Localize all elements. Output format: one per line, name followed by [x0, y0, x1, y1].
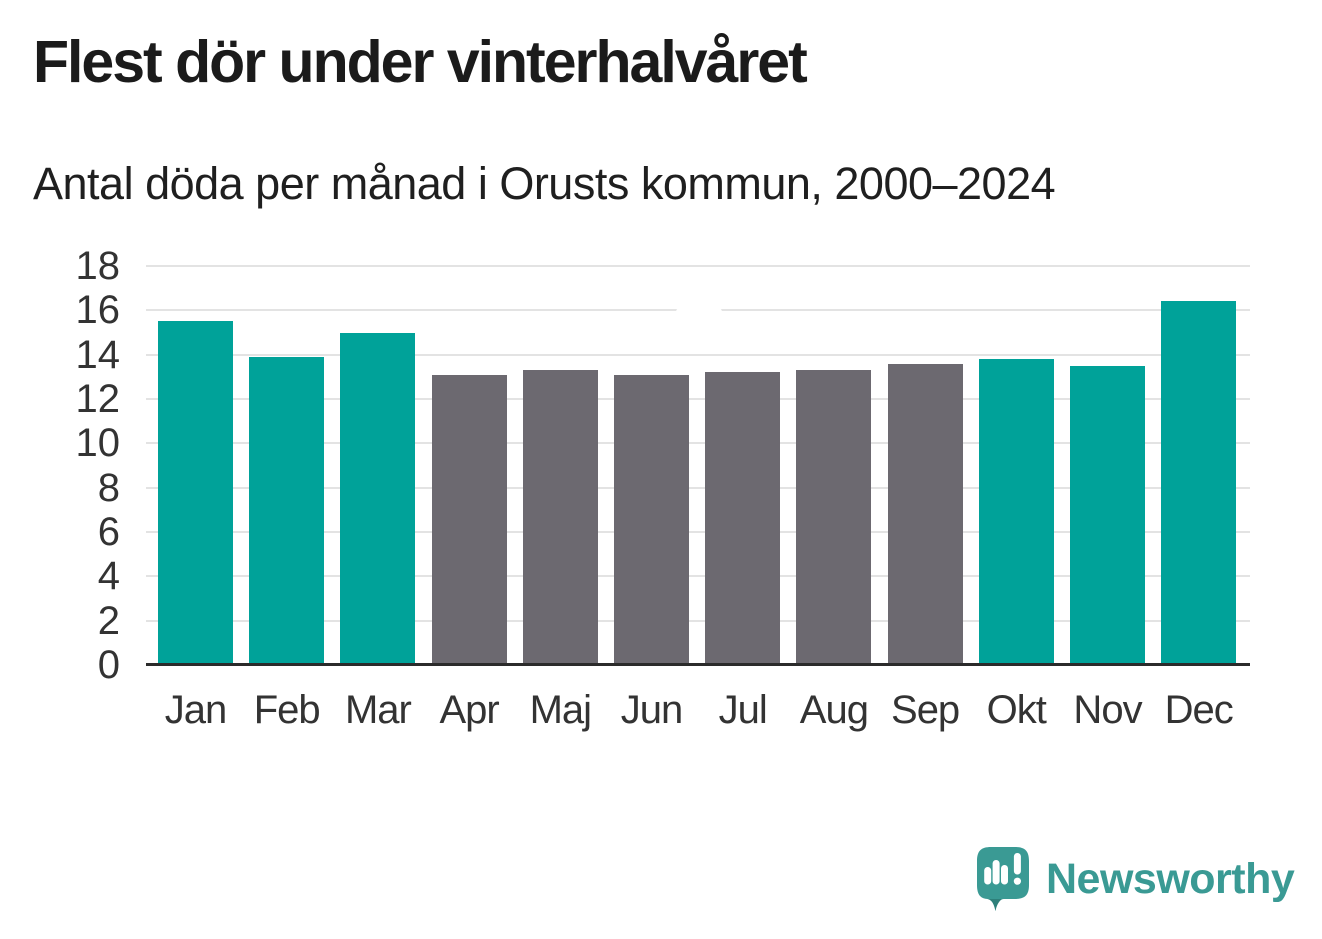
- newsworthy-logo-text: Newsworthy: [1046, 854, 1295, 903]
- gridline: [146, 486, 1250, 489]
- bar-mar: [340, 332, 416, 665]
- gridline: [146, 398, 1250, 400]
- x-axis-line: [146, 663, 1250, 666]
- y-tick-label: 8: [97, 465, 120, 510]
- gridline: [146, 353, 1250, 356]
- gridline: [146, 531, 1250, 533]
- plot-area: [146, 265, 1250, 666]
- y-axis-labels: 0 2 4 6 8 10 12 14 16 18: [20, 246, 121, 685]
- bar-jul: [705, 372, 781, 665]
- bar-apr: [431, 374, 507, 665]
- gridline: [146, 265, 1250, 267]
- x-tick-label: Aug: [799, 688, 869, 732]
- x-tick-label: Okt: [986, 688, 1047, 732]
- bar-jan: [158, 321, 233, 665]
- y-tick-label: 18: [75, 244, 121, 288]
- bar-jun: [614, 374, 689, 665]
- x-tick-label: Maj: [529, 688, 592, 732]
- x-tick-label: Feb: [253, 688, 321, 732]
- bar-aug: [796, 370, 872, 665]
- bar-sep: [887, 363, 963, 665]
- bar-dec: [1161, 301, 1237, 665]
- chart-subtitle: Antal döda per månad i Orusts kommun, 20…: [33, 158, 1056, 209]
- x-tick-label: Nov: [1073, 688, 1142, 732]
- y-tick-label: 4: [97, 554, 120, 599]
- x-tick-label: Dec: [1164, 688, 1234, 732]
- newsworthy-logo-icon: [977, 847, 1029, 911]
- branding-footer: Newsworthy: [974, 843, 1295, 915]
- gridline: [146, 575, 1250, 578]
- x-tick-label: Sep: [891, 688, 960, 732]
- bar-feb: [249, 356, 325, 665]
- y-tick-label: 16: [75, 288, 121, 333]
- bar-okt: [978, 359, 1054, 665]
- gridline: [146, 442, 1250, 445]
- y-tick-label: 14: [75, 332, 121, 377]
- x-tick-label: Apr: [439, 688, 499, 732]
- y-tick-label: 10: [75, 421, 121, 466]
- page-title: Flest dör under vinterhalvåret: [33, 29, 808, 95]
- x-tick-label: Mar: [344, 688, 412, 732]
- x-axis-labels: Jan Feb Mar Apr Maj Jun Jul Aug Sep Okt Nov Dec: [146, 690, 1250, 740]
- y-tick-label: 6: [97, 510, 120, 554]
- y-tick-label: 2: [97, 598, 120, 643]
- gridline-gap-artifact: [676, 307, 722, 319]
- x-tick-label: Jun: [620, 688, 683, 732]
- y-tick-label: 0: [97, 643, 120, 687]
- x-tick-label: Jul: [718, 688, 768, 732]
- y-tick-label: 12: [75, 377, 121, 421]
- x-tick-label: Jan: [164, 688, 227, 732]
- bar-maj: [522, 370, 598, 665]
- bar-nov: [1070, 365, 1145, 665]
- gridline: [146, 619, 1250, 622]
